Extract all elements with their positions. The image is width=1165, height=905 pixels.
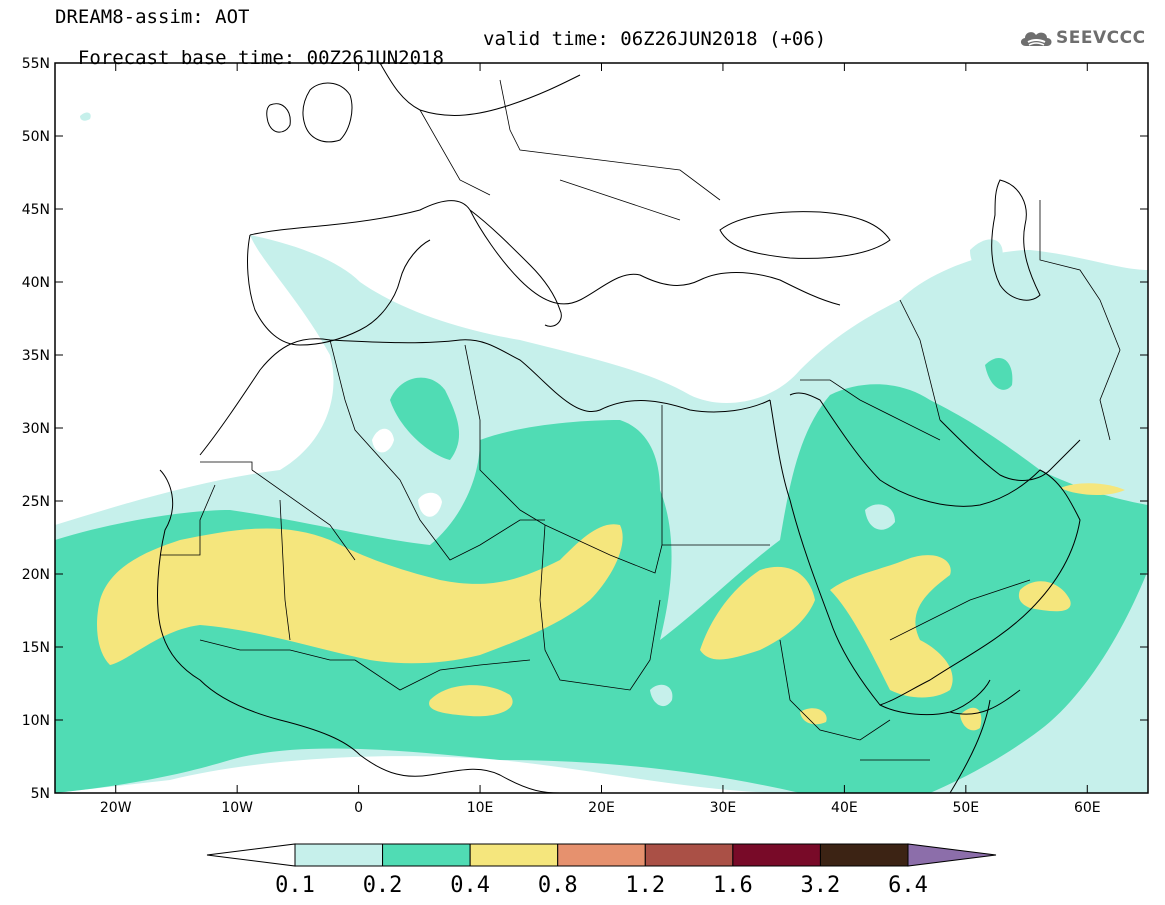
clear-spot-arabia [865,504,895,530]
colorbar-box [382,843,471,867]
black-sea-coast [719,211,891,259]
britain-coast [302,82,353,143]
border-ethiopia [779,639,930,761]
border-saudi-south [889,579,1031,641]
gulf-of-aden-coast [949,689,1021,715]
somalia-coast [949,699,991,793]
border-arabia-north [800,379,941,441]
colorbar: 0.1 0.2 0.4 0.8 1.2 1.6 3.2 6.4 [206,843,997,898]
seevccc-logo: SEEVCCC [1018,26,1146,50]
colorbar-label: 0.8 [538,873,578,898]
aot-field [55,112,1148,793]
border-mauritania-mali [251,469,356,641]
lat-tick-label: 20N [22,567,50,583]
aot-band-0.4-oman [1018,581,1071,612]
colorbar-label: 1.6 [713,873,753,898]
lat-tick-label: 55N [22,56,50,72]
aot-band-0.2-iran [985,357,1013,390]
lon-tick-label: 10E [467,800,494,816]
caspian-coast [991,179,1041,301]
colorbar-box [644,843,734,867]
arabia-coast [789,392,1081,706]
clear-spot-libya [418,492,442,517]
lon-tick-label: 40E [831,800,858,816]
aot-band-0.4-sahara [97,524,623,665]
lat-tick-label: 50N [22,129,50,145]
colorbar-box [469,843,559,867]
lon-tick-label: 20W [100,800,132,816]
lat-tick-label: 35N [22,348,50,364]
coastlines [157,63,1081,793]
colorbar-box [557,843,646,867]
persian-gulf-coast [939,419,1081,481]
lat-tick-label: 25N [22,494,50,510]
map-title: DREAM8-assim: AOT [55,6,250,28]
colorbar-label: 6.4 [888,873,928,898]
colorbar-label: 1.2 [625,873,665,898]
lat-tick-label: 30N [22,421,50,437]
colorbar-box [732,843,821,867]
colorbar-under-arrow [206,843,296,867]
lat-tick-label: 15N [22,640,50,656]
aot-band-0.2-morocco [390,377,460,460]
valid-time: valid time: 06Z26JUN2018 (+06) [483,28,827,50]
border-chad-sudan [539,524,661,691]
latitude-axis: 55N 50N 45N 40N 35N 30N 25N 20N 15N 10N 5N [22,56,1148,802]
lat-tick-label: 10N [22,713,50,729]
colorbar-label: 0.2 [363,873,403,898]
border-iran-east [1039,200,1121,441]
border-iraq-iran [899,299,941,421]
north-europe-coast [379,63,581,116]
aot-band-0.2 [55,384,1148,793]
logo-text: SEEVCCC [1056,28,1146,48]
colorbar-label: 3.2 [801,873,841,898]
clear-spot-sudan [650,684,673,707]
border-europe-east [419,79,721,221]
colorbar-label: 0.4 [450,873,490,898]
border-algeria [329,339,545,561]
clear-spot-algeria [372,428,394,453]
italy-coast [469,209,562,327]
colorbar-box [819,843,909,867]
lon-tick-label: 20E [588,800,615,816]
border-niger-nigeria [354,659,531,691]
europe-coast [249,200,841,306]
colorbar-label: 0.1 [275,873,315,898]
lat-tick-label: 5N [31,786,50,802]
aot-band-0.4-sudan [700,566,815,660]
lat-tick-label: 45N [22,202,50,218]
ireland-coast [266,103,291,133]
aot-band-0.4-gulf [1060,483,1125,496]
border-sahel-south [199,639,355,661]
lon-tick-label: 30E [710,800,737,816]
aot-band-0.1-atlantic [80,112,91,121]
lon-tick-label: 10W [221,800,253,816]
cloud-icon [1020,32,1052,46]
longitude-axis: 20W 10W 0 10E 20E 30E 40E 50E 60E [100,63,1101,816]
lat-tick-label: 40N [22,275,50,291]
aot-band-0.4-ethiopia [800,708,827,725]
colorbar-box [294,843,384,867]
aot-band-0.1-caspian [970,239,1003,270]
lon-tick-label: 60E [1074,800,1101,816]
country-borders [160,79,1121,761]
lon-tick-label: 50E [952,800,979,816]
aot-band-0.4-arabia [830,555,953,698]
aot-band-0.4-nigeria [429,685,513,717]
colorbar-over-arrow [907,843,997,867]
lon-tick-label: 0 [354,800,363,816]
border-western-sahara [160,461,253,556]
north-africa-coast [199,338,771,456]
